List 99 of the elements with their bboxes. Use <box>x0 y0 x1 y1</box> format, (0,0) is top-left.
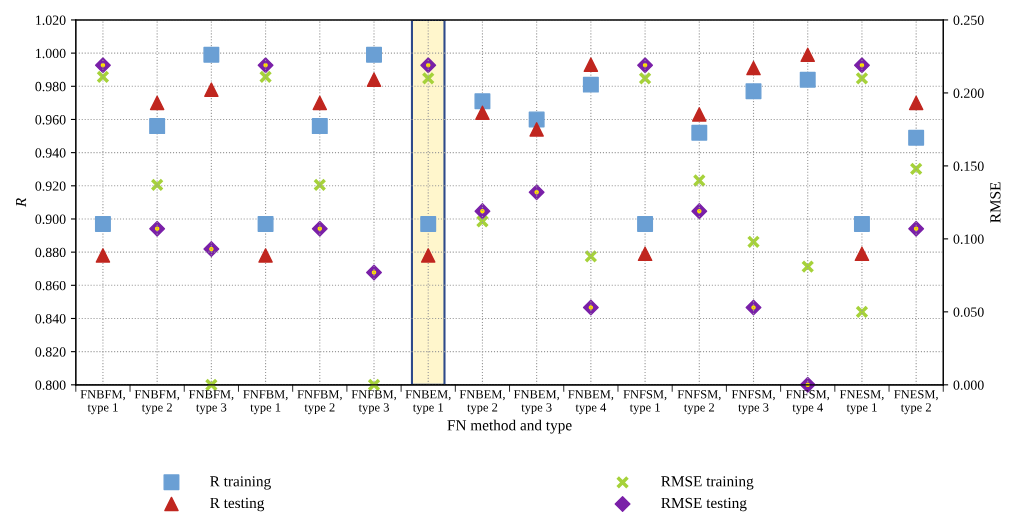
point <box>583 57 599 73</box>
point <box>257 215 274 232</box>
point <box>203 241 220 258</box>
point <box>420 57 437 74</box>
y-tick-label: 0.980 <box>35 81 66 92</box>
point <box>420 215 437 232</box>
x-tick-label: FNFSM, type 3 <box>731 390 775 415</box>
point <box>366 264 382 281</box>
y2-axis-title: RMSE <box>990 182 1001 223</box>
point <box>854 246 870 262</box>
x-tick-label: FNBFM, type 3 <box>188 390 234 415</box>
y-tick-label: 0.920 <box>35 181 66 191</box>
legend-label: R testing <box>210 497 265 512</box>
y-tick-label: 0.860 <box>35 280 66 291</box>
point <box>800 47 816 63</box>
point <box>692 173 706 188</box>
y-tick-label: 0.800 <box>35 380 66 390</box>
point <box>94 215 111 232</box>
y-tick-label: 0.820 <box>35 347 66 357</box>
point <box>528 184 545 201</box>
point <box>311 220 328 237</box>
x-tick-label: FNESM, type 2 <box>894 390 938 415</box>
point <box>745 83 762 100</box>
point <box>475 214 490 229</box>
point <box>258 70 273 84</box>
y-tick-label: 0.960 <box>35 115 66 125</box>
y-tick-label: 1.020 <box>36 15 66 25</box>
y-tick-label: 0.840 <box>35 314 66 324</box>
point <box>421 71 435 85</box>
x-tick-label: FNBEM, type 1 <box>405 390 451 415</box>
point <box>366 46 382 63</box>
point <box>637 215 654 232</box>
x-tick-label: FNBEM, type 2 <box>459 390 505 415</box>
y-tick-label: 0.940 <box>35 148 66 158</box>
legend-label: RMSE training <box>661 476 754 490</box>
point <box>311 118 328 135</box>
y-axis-title: R <box>16 197 27 208</box>
point <box>691 203 708 220</box>
x-tick-label: FNFSM, type 1 <box>623 390 667 415</box>
point <box>474 93 491 110</box>
point <box>746 60 761 76</box>
x-axis-title: FN method and type <box>447 419 572 434</box>
point <box>692 107 707 122</box>
point <box>149 95 165 111</box>
x-tick-label: FNFBM, type 1 <box>243 390 288 415</box>
point <box>474 203 491 220</box>
point <box>691 124 708 141</box>
point <box>420 248 436 263</box>
point <box>855 305 869 319</box>
point <box>909 162 923 176</box>
point <box>799 71 816 88</box>
x-tick-label: FNFBM, type 2 <box>297 390 342 415</box>
point <box>475 105 490 121</box>
x-tick-label: FNBFM, type 1 <box>80 390 125 415</box>
point <box>366 72 382 87</box>
x-tick-label: FNBFM, type 2 <box>134 390 180 415</box>
point <box>257 57 274 74</box>
legend-label: R training <box>210 476 271 490</box>
x-tick-label: FNESM, type 1 <box>839 390 884 415</box>
point <box>855 71 869 85</box>
x-tick-label: FNBEM, type 4 <box>568 390 614 415</box>
point <box>853 215 870 232</box>
y-tick-label: 1.000 <box>36 48 66 59</box>
point <box>312 95 328 111</box>
x-tick-label: FNFSM, type 4 <box>786 390 829 415</box>
point <box>745 299 762 316</box>
point <box>149 118 166 135</box>
point <box>637 57 654 74</box>
point <box>313 178 327 192</box>
point <box>638 71 652 85</box>
point <box>203 46 220 63</box>
x-tick-label: FNBEM, type 3 <box>513 390 559 415</box>
y-tick-label: 0.880 <box>35 247 66 258</box>
legend-label: RMSE testing <box>661 497 747 512</box>
point <box>529 122 544 137</box>
point <box>582 299 599 316</box>
y-tick-label: 0.900 <box>35 214 66 224</box>
point <box>528 111 545 128</box>
point <box>801 259 815 274</box>
point <box>637 246 653 262</box>
y2-tick-label: 0.050 <box>953 307 984 317</box>
point <box>582 76 599 93</box>
point <box>746 235 761 249</box>
point <box>258 248 273 263</box>
point <box>584 249 598 264</box>
point <box>150 178 164 192</box>
point <box>908 95 924 111</box>
point <box>96 70 110 84</box>
x-tick-label: FNFBM, type 3 <box>351 390 396 415</box>
y2-tick-label: 0.250 <box>953 15 984 25</box>
point <box>95 248 111 263</box>
point <box>204 82 219 97</box>
x-tick-label: FNFSM, type 2 <box>677 390 721 415</box>
point <box>908 129 925 146</box>
y2-tick-label: 0.200 <box>953 88 984 98</box>
y2-tick-label: 0.150 <box>953 161 984 171</box>
point <box>908 220 925 237</box>
y2-tick-label: 0.000 <box>953 380 984 390</box>
y2-tick-label: 0.100 <box>953 234 984 244</box>
